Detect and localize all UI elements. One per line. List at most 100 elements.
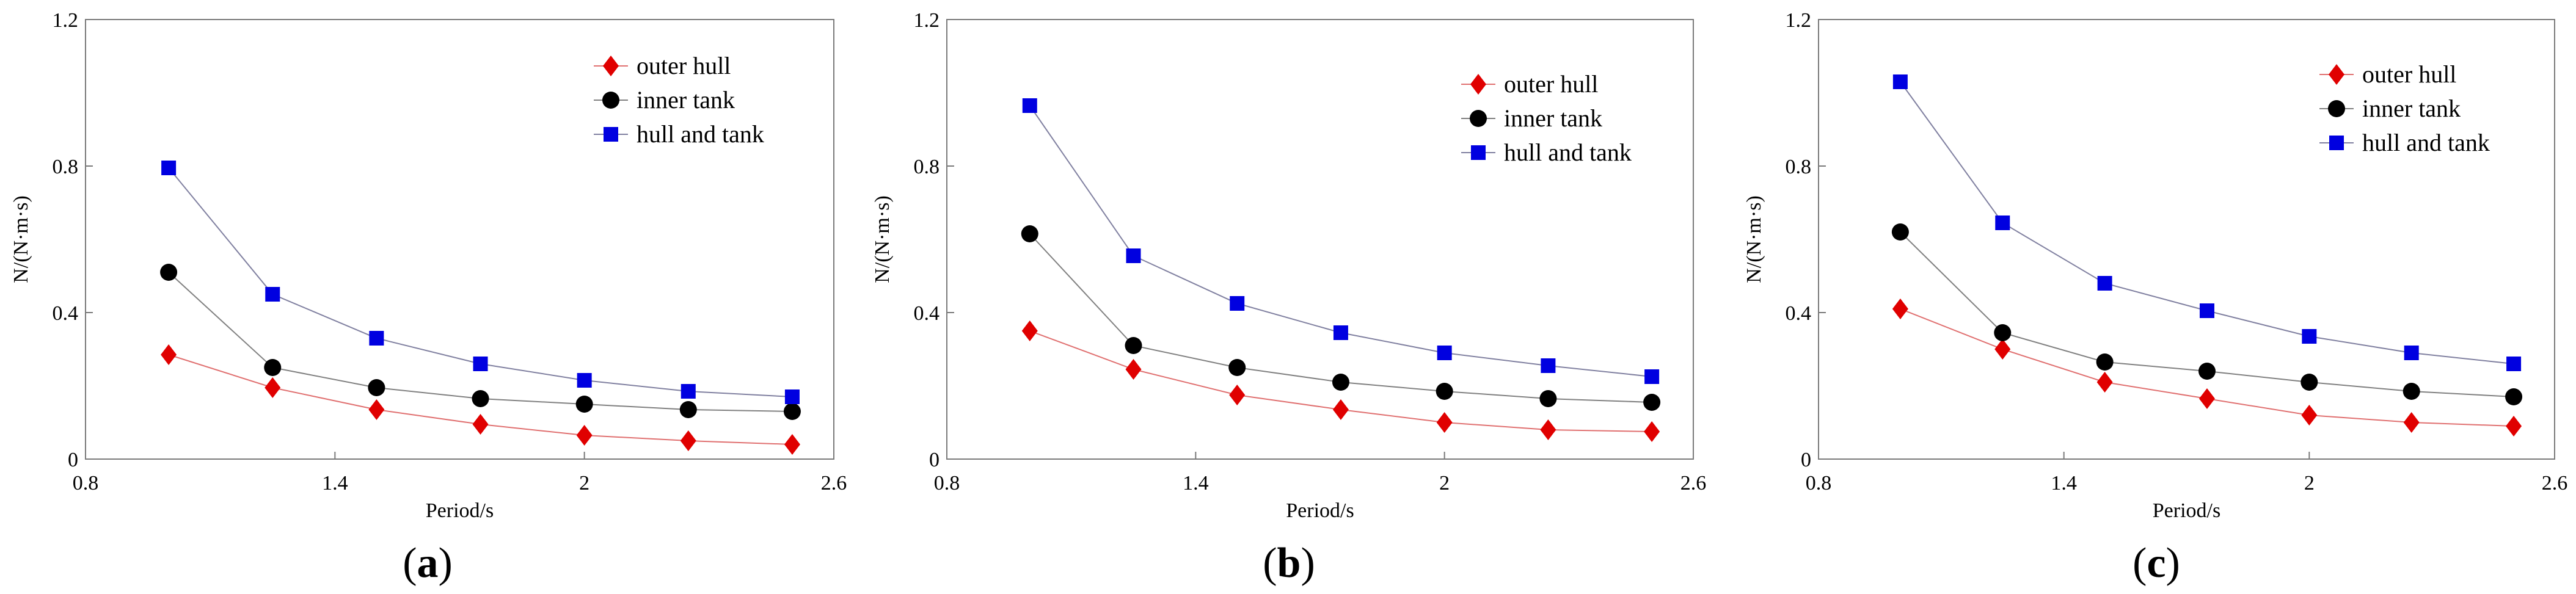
data-point-outer-hull [1125,359,1142,380]
panel-label-letter: b [1277,540,1301,587]
data-point-hull-and-tank [161,161,177,175]
legend-marker [603,56,619,76]
chart-panel-a: 0 0.4 0.8 1.2 0.8 1.4 2 2.6 Period/s N/(N·m·s) out… [10,9,847,587]
y-tick-label: 0.4 [53,302,79,325]
legend-marker [604,127,618,142]
legend-label: inner tank [2362,95,2461,122]
legend-label: outer hull [1504,70,1598,98]
legend: outer hull inner tank hull and tank [594,52,764,148]
data-point-inner-tank [1228,359,1246,376]
legend-label: inner tank [637,86,735,114]
legend: outer hull inner tank hull and tank [2319,60,2490,156]
y-axis-title: N/(N·m·s) [1743,195,1765,283]
y-tick-label: 0.8 [914,156,940,178]
legend-marker [1470,110,1487,127]
panel-label-letter: a [417,540,439,587]
x-tick-label: 2.6 [2542,472,2568,494]
y-tick-label: 0.4 [1786,302,1812,325]
data-point-outer-hull [2096,372,2113,393]
x-tick-label: 1.4 [322,472,348,494]
data-point-outer-hull [368,399,385,420]
x-tick-label: 0.8 [934,472,960,494]
panel-label-paren: ) [439,540,453,587]
legend: outer hull inner tank hull and tank [1461,70,1632,166]
y-tick-label: 1.2 [914,9,940,32]
data-point-inner-tank [1125,337,1142,354]
data-point-hull-and-tank [473,357,488,371]
plot-frame [946,19,1694,460]
panel-label-paren: ( [2133,540,2147,587]
data-point-inner-tank [2505,388,2523,405]
data-point-hull-and-tank [265,287,280,302]
data-point-inner-tank [783,403,801,420]
data-point-outer-hull [680,430,696,451]
data-point-outer-hull [2198,388,2215,409]
data-point-inner-tank [1891,223,1909,241]
data-point-outer-hull [472,414,489,435]
data-point-hull-and-tank [1022,98,1037,113]
x-axis-title: Period/s [2153,499,2220,522]
data-point-inner-tank [2403,383,2420,400]
data-point-inner-tank [264,359,282,376]
data-point-inner-tank [1436,383,1453,400]
legend-label: outer hull [2362,60,2456,88]
data-point-inner-tank [1332,374,1349,391]
data-point-inner-tank [2301,374,2318,391]
data-point-outer-hull [1332,399,1349,420]
series-line-hull-and-tank [1900,81,2514,364]
data-point-hull-and-tank [2097,276,2112,291]
data-point-outer-hull [1994,339,2011,360]
data-point-outer-hull [2301,405,2318,426]
x-tick-label: 2 [2304,472,2315,494]
data-point-inner-tank [575,396,593,413]
legend-label: outer hull [637,52,731,79]
plot-frame [85,19,834,460]
data-point-inner-tank [1021,225,1038,242]
data-point-inner-tank [1643,394,1661,411]
plot-frame [1818,19,2555,460]
panel-label: (b) [1263,540,1315,587]
data-point-outer-hull [1892,299,1908,319]
x-tick-label: 2.6 [1680,472,1707,494]
data-point-outer-hull [2403,412,2420,433]
data-point-outer-hull [265,377,281,398]
chart-panel-c: 0 0.4 0.8 1.2 0.8 1.4 2 2.6 Period/s N/(N·m·s) out… [1743,9,2567,587]
data-point-inner-tank [160,264,178,281]
y-tick-label: 0 [929,449,940,471]
x-tick-label: 2.6 [821,472,847,494]
x-axis-title: Period/s [1286,499,1354,522]
x-tick-label: 1.4 [1183,472,1209,494]
panel-label-paren: ) [1301,540,1315,587]
data-point-hull-and-tank [1333,325,1348,340]
legend-label: inner tank [1504,104,1602,132]
y-tick-label: 0.8 [1786,156,1812,178]
data-point-inner-tank [1994,324,2012,341]
data-point-hull-and-tank [1892,74,1908,89]
chart-panel-b: 0 0.4 0.8 1.2 0.8 1.4 2 2.6 Period/s N/(N·m·s) out… [871,9,1706,587]
x-tick-label: 1.4 [2051,472,2077,494]
x-tick-label: 0.8 [73,472,99,494]
data-point-inner-tank [2198,363,2216,380]
data-point-hull-and-tank [1230,296,1245,311]
data-point-hull-and-tank [2404,346,2419,360]
y-tick-label: 0 [1801,449,1811,471]
legend-marker [2329,64,2344,85]
data-point-hull-and-tank [680,384,696,399]
y-tick-label: 0 [68,449,78,471]
data-point-hull-and-tank [2302,329,2317,344]
legend-marker [2329,136,2344,150]
data-point-outer-hull [1540,419,1556,440]
legend-marker [2328,100,2345,117]
panel-label-letter: c [2147,540,2166,587]
y-tick-label: 1.2 [53,9,79,32]
data-point-outer-hull [2506,416,2522,436]
data-point-hull-and-tank [1437,346,1452,360]
data-point-inner-tank [1539,390,1557,407]
data-point-hull-and-tank [1126,248,1141,263]
x-tick-label: 2 [1439,472,1450,494]
panel-label-paren: ( [403,540,417,587]
data-point-hull-and-tank [577,373,592,388]
data-point-outer-hull [1229,385,1246,405]
y-tick-label: 1.2 [1786,9,1812,32]
